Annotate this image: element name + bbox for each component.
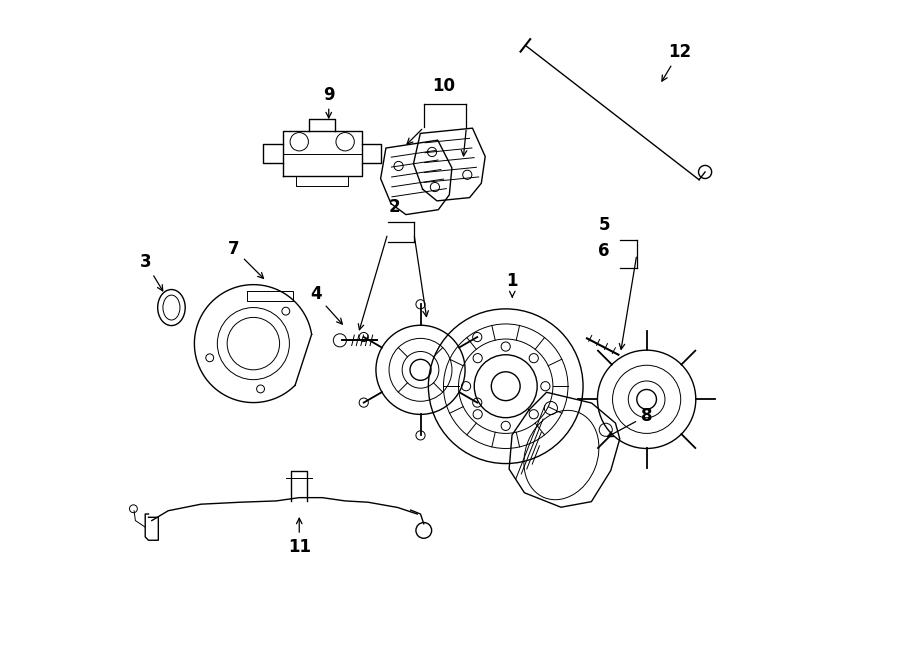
Text: 8: 8 [608, 407, 652, 437]
Text: 11: 11 [288, 518, 310, 556]
Text: 6: 6 [598, 243, 610, 260]
Text: 3: 3 [140, 253, 163, 291]
Text: 7: 7 [228, 239, 264, 278]
Text: 9: 9 [323, 85, 335, 118]
Text: 2: 2 [389, 198, 400, 216]
Text: 5: 5 [598, 216, 610, 234]
Text: 12: 12 [662, 43, 691, 81]
Text: 4: 4 [310, 286, 342, 324]
Text: 1: 1 [507, 272, 518, 297]
Text: 10: 10 [432, 77, 454, 95]
